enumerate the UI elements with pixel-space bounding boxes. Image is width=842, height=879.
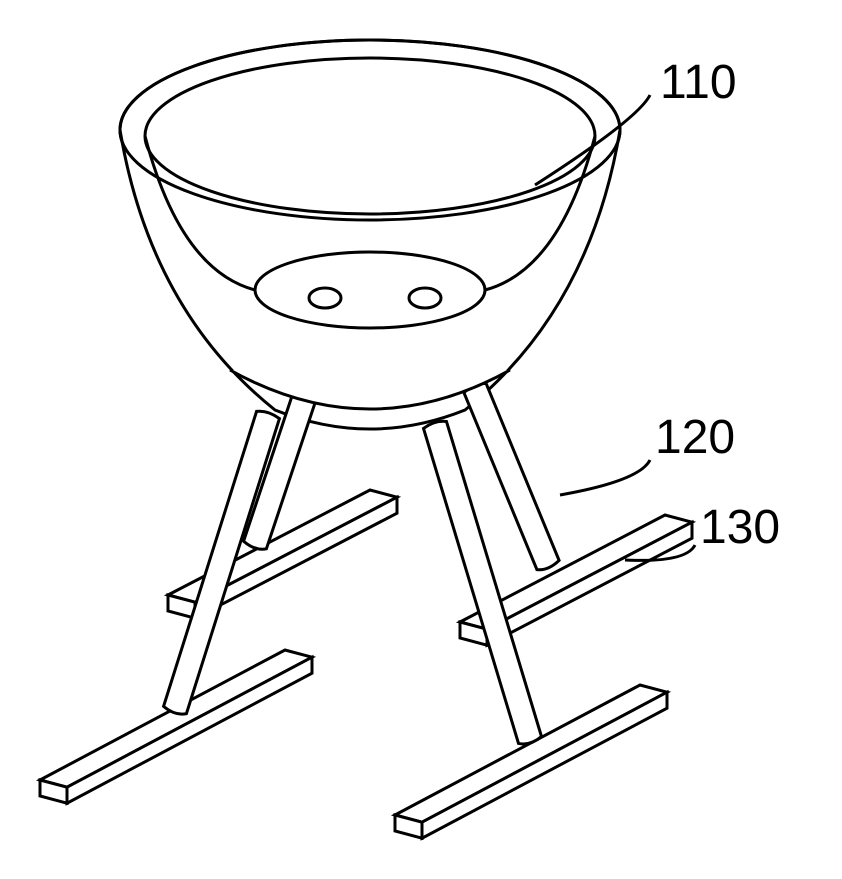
label-110: 110	[660, 55, 737, 110]
label-130: 130	[700, 500, 780, 555]
label-120: 120	[655, 410, 735, 465]
